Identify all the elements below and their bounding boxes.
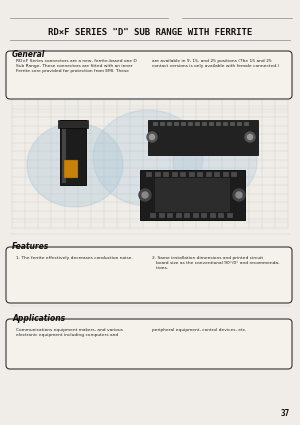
- FancyBboxPatch shape: [58, 120, 88, 128]
- FancyBboxPatch shape: [163, 172, 169, 177]
- Circle shape: [245, 132, 255, 142]
- FancyBboxPatch shape: [153, 122, 158, 126]
- FancyBboxPatch shape: [6, 51, 292, 99]
- Text: peripheral equipment, control devices, etc.: peripheral equipment, control devices, e…: [152, 328, 247, 332]
- Text: Applications: Applications: [12, 314, 65, 323]
- FancyBboxPatch shape: [197, 172, 203, 177]
- Circle shape: [139, 189, 151, 201]
- FancyBboxPatch shape: [148, 120, 258, 155]
- FancyBboxPatch shape: [60, 120, 86, 185]
- FancyBboxPatch shape: [62, 122, 66, 183]
- FancyBboxPatch shape: [201, 213, 207, 218]
- FancyBboxPatch shape: [209, 213, 215, 218]
- FancyBboxPatch shape: [181, 122, 186, 126]
- FancyBboxPatch shape: [223, 122, 228, 126]
- FancyBboxPatch shape: [214, 172, 220, 177]
- Text: 2. Same installation dimensions and printed circuit
   board size as the convent: 2. Same installation dimensions and prin…: [152, 256, 280, 270]
- Text: are available in 9, 15, and 25 positions (The 15 and 25
contact versions is only: are available in 9, 15, and 25 positions…: [152, 59, 279, 68]
- FancyBboxPatch shape: [206, 172, 212, 177]
- FancyBboxPatch shape: [172, 172, 178, 177]
- FancyBboxPatch shape: [160, 122, 165, 126]
- FancyBboxPatch shape: [237, 122, 242, 126]
- Circle shape: [142, 192, 148, 198]
- Text: RD×F SERIES "D" SUB RANGE WITH FERRITE: RD×F SERIES "D" SUB RANGE WITH FERRITE: [48, 28, 252, 37]
- FancyBboxPatch shape: [155, 178, 230, 212]
- FancyBboxPatch shape: [226, 213, 232, 218]
- FancyBboxPatch shape: [6, 247, 292, 303]
- FancyBboxPatch shape: [209, 122, 214, 126]
- FancyBboxPatch shape: [64, 160, 78, 178]
- FancyBboxPatch shape: [140, 170, 245, 220]
- FancyBboxPatch shape: [158, 213, 164, 218]
- Circle shape: [248, 134, 253, 139]
- Ellipse shape: [27, 123, 123, 207]
- FancyBboxPatch shape: [188, 122, 193, 126]
- Text: 37: 37: [281, 409, 290, 418]
- FancyBboxPatch shape: [184, 213, 190, 218]
- Text: RD×F Series connectors are a new, ferrite-based one D
Sub Range. These connector: RD×F Series connectors are a new, ferrit…: [16, 59, 137, 74]
- FancyBboxPatch shape: [180, 172, 186, 177]
- Circle shape: [147, 132, 157, 142]
- Ellipse shape: [93, 110, 203, 206]
- Text: Communications equipment makers, and various
electronic equipment including comp: Communications equipment makers, and var…: [16, 328, 123, 337]
- Ellipse shape: [173, 124, 257, 200]
- Circle shape: [149, 134, 154, 139]
- FancyBboxPatch shape: [195, 122, 200, 126]
- FancyBboxPatch shape: [188, 172, 194, 177]
- Text: General: General: [12, 50, 45, 59]
- FancyBboxPatch shape: [223, 172, 229, 177]
- Text: Features: Features: [12, 242, 49, 251]
- FancyBboxPatch shape: [230, 122, 235, 126]
- FancyBboxPatch shape: [231, 172, 237, 177]
- FancyBboxPatch shape: [216, 122, 221, 126]
- Circle shape: [236, 192, 242, 198]
- FancyBboxPatch shape: [176, 213, 182, 218]
- FancyBboxPatch shape: [193, 213, 199, 218]
- Text: 1. The ferrite effectively decreases conduction noise.: 1. The ferrite effectively decreases con…: [16, 256, 133, 260]
- FancyBboxPatch shape: [167, 122, 172, 126]
- FancyBboxPatch shape: [167, 213, 173, 218]
- FancyBboxPatch shape: [154, 172, 160, 177]
- FancyBboxPatch shape: [202, 122, 207, 126]
- FancyBboxPatch shape: [150, 213, 156, 218]
- Circle shape: [233, 189, 245, 201]
- FancyBboxPatch shape: [6, 319, 292, 369]
- FancyBboxPatch shape: [244, 122, 249, 126]
- FancyBboxPatch shape: [146, 172, 152, 177]
- FancyBboxPatch shape: [218, 213, 224, 218]
- FancyBboxPatch shape: [174, 122, 179, 126]
